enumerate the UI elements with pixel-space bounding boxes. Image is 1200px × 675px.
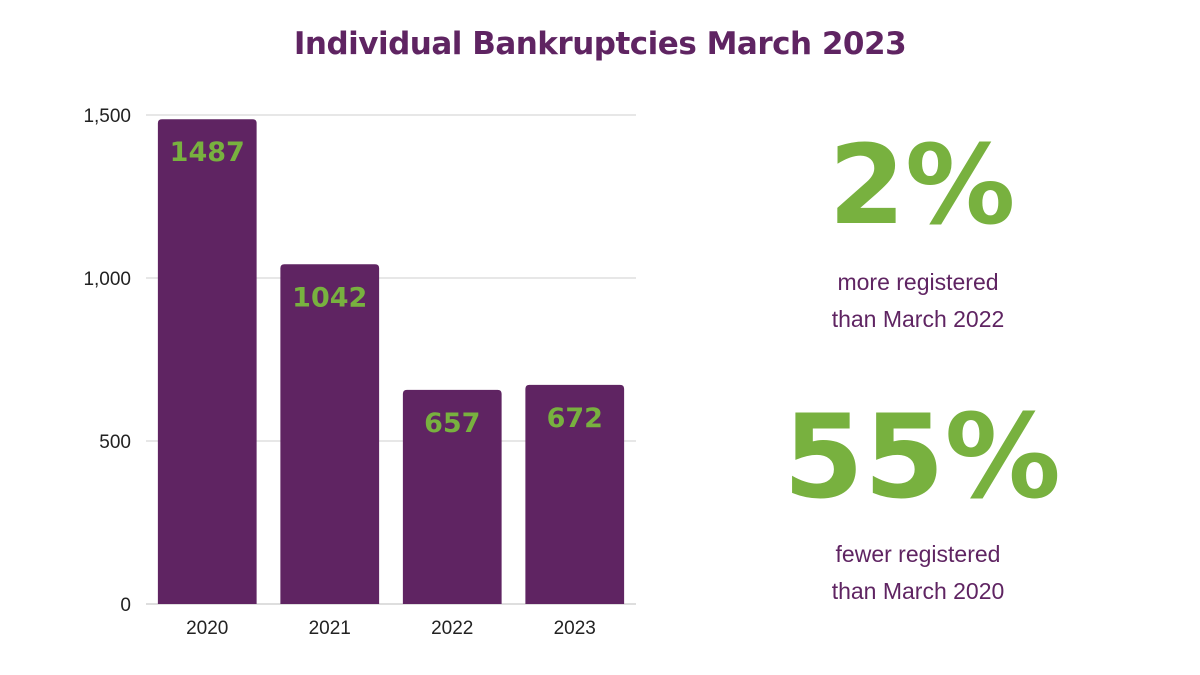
stat-55-percent: 55% <box>783 390 1061 525</box>
bar-2022 <box>402 389 502 604</box>
stat-2-percent-caption: more registered than March 2022 <box>698 264 1138 338</box>
x-axis-ticks: 2020 2021 2022 2023 <box>186 618 596 639</box>
bar-2021 <box>280 264 380 604</box>
bar-2023 <box>525 384 625 604</box>
stat-55-percent-caption: fewer registered than March 2020 <box>698 536 1138 610</box>
data-label: 1487 <box>170 137 245 168</box>
x-tick-label: 2022 <box>431 618 473 639</box>
data-label: 657 <box>424 408 480 439</box>
data-labels: 1487 1042 657 672 <box>170 137 603 439</box>
stat-caption-line: more registered <box>837 269 999 295</box>
stat-caption-line: than March 2020 <box>831 578 1005 604</box>
y-tick-label: 1,500 <box>83 106 131 127</box>
stat-caption-line: than March 2022 <box>831 306 1005 332</box>
stat-2-percent: 2% <box>828 121 1016 249</box>
bar-2020 <box>157 119 257 604</box>
x-tick-label: 2021 <box>309 618 351 639</box>
bars <box>157 119 625 604</box>
y-tick-label: 1,000 <box>83 269 131 290</box>
x-tick-label: 2023 <box>554 618 596 639</box>
page-title: Individual Bankruptcies March 2023 <box>293 26 907 62</box>
x-tick-label: 2020 <box>186 618 228 639</box>
y-tick-label: 500 <box>99 432 131 453</box>
data-label: 1042 <box>292 282 367 313</box>
y-axis-ticks: 0 500 1,000 1,500 <box>83 106 131 616</box>
data-label: 672 <box>547 403 603 434</box>
stat-caption-line: fewer registered <box>835 541 1001 567</box>
y-tick-label: 0 <box>120 595 131 616</box>
